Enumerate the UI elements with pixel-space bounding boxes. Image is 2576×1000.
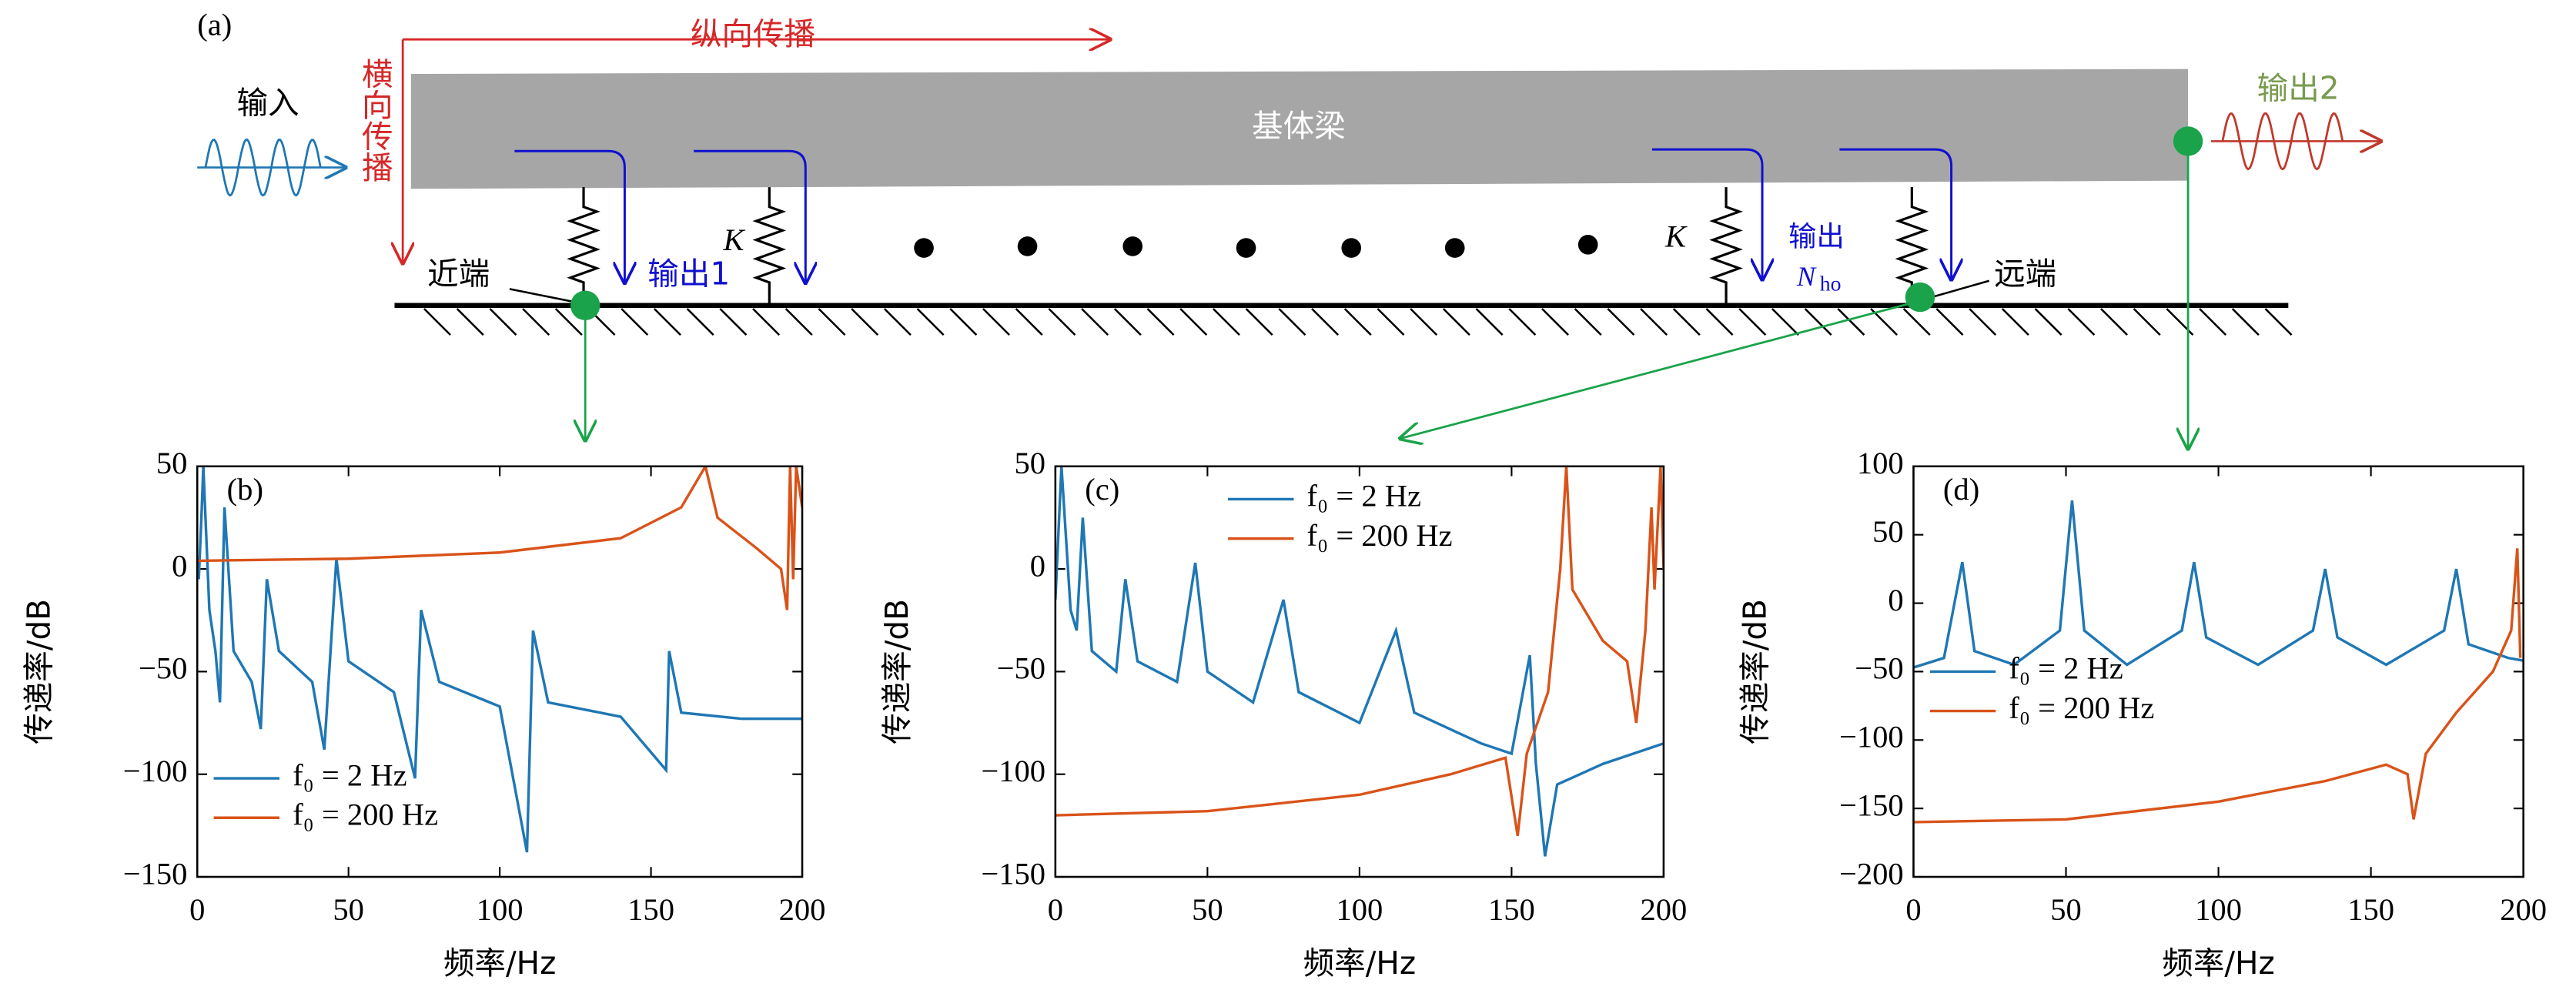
input-label: 输入 [236, 85, 299, 122]
x-tick-label: 200 [779, 892, 826, 927]
y-tick-label: 50 [1872, 514, 1904, 549]
y-tick-label: −100 [981, 754, 1045, 788]
output1-label: 输出1 [647, 255, 730, 292]
x-tick-label: 100 [1336, 892, 1383, 927]
data-line [197, 466, 803, 853]
x-axis-label: 频率/Hz [443, 945, 557, 982]
x-tick-label: 50 [1192, 892, 1223, 927]
y-tick-label: −50 [1855, 651, 1903, 686]
legend-label: f₀ = 2 Hz [1307, 479, 1422, 513]
y-tick-label: −150 [123, 856, 188, 891]
y-axis-label: 传递率/dB [1737, 599, 1774, 744]
output2-label: 输出2 [2257, 69, 2340, 106]
output-wave [2221, 112, 2344, 171]
chart: −150 −100 −50 0 50 0 50 100 150 200 (c) 频率/Hz 传递率/dB… [878, 446, 1687, 982]
chart: −200 −150 −100 −50 0 50 100 0 50 100 150 200 (d) 频率/H… [1737, 446, 2547, 982]
x-tick-label: 200 [2500, 892, 2547, 927]
probe-arrows [585, 151, 2188, 448]
stiffness-label: K [1664, 219, 1688, 254]
x-tick-label: 0 [1048, 892, 1063, 927]
data-line [197, 466, 803, 610]
leader [509, 288, 576, 303]
y-tick-label: 0 [1030, 548, 1045, 583]
panel-label: (d) [1943, 472, 1979, 507]
x-tick-label: 50 [2050, 892, 2082, 927]
data-line [1913, 500, 2524, 669]
chart: −150 −100 −50 0 50 0 50 100 150 200 (b) 频率/Hz 传递率/dB… [20, 446, 825, 982]
outputn-sub: ho [1820, 273, 1842, 296]
leader [1931, 279, 1990, 299]
transverse-label: 横向传播 [356, 58, 393, 182]
ground-hatch [423, 308, 2293, 336]
y-tick-label: 50 [156, 446, 188, 480]
x-tick-label: 150 [1488, 892, 1535, 927]
x-tick-label: 150 [627, 892, 674, 927]
y-tick-label: −50 [139, 651, 187, 686]
stiffness-label: K [723, 222, 746, 257]
far-end-label: 远端 [1994, 255, 2056, 292]
probes [570, 126, 2203, 320]
input-wave [204, 138, 322, 197]
panel-label: (c) [1085, 472, 1119, 507]
y-tick-label: 50 [1014, 446, 1045, 480]
x-tick-label: 50 [333, 892, 364, 927]
y-tick-label: 100 [1857, 446, 1904, 480]
legend-label: f₀ = 2 Hz [2009, 651, 2123, 686]
beam [410, 69, 2189, 189]
x-tick-label: 100 [477, 892, 524, 927]
y-axis-label: 传递率/dB [878, 599, 915, 744]
x-tick-label: 100 [2195, 892, 2242, 927]
legend-label: f₀ = 200 Hz [1307, 518, 1453, 553]
y-tick-label: −100 [123, 754, 188, 788]
longitudinal-label: 纵向传播 [691, 15, 815, 52]
y-tick-label: −150 [981, 856, 1045, 891]
panel-label: (a) [197, 8, 232, 42]
x-tick-label: 0 [1905, 892, 1921, 927]
diagram: (a) 纵向传播 横向传播 输入 基体梁 输出2 K K 输出1 输出 N ho… [197, 8, 2380, 449]
x-tick-label: 0 [189, 892, 205, 927]
springs [567, 187, 1929, 306]
y-tick-label: −100 [1839, 720, 1904, 754]
x-tick-label: 150 [2347, 892, 2394, 927]
x-axis-label: 频率/Hz [1303, 945, 1417, 982]
beam-label: 基体梁 [1252, 107, 1346, 144]
x-tick-label: 200 [1640, 892, 1687, 927]
plot-frame [1054, 465, 1665, 878]
dots [914, 235, 1598, 258]
data-line [1055, 466, 1664, 836]
output-arrows [514, 148, 1951, 283]
plot-frame [1912, 465, 2524, 878]
panel-label: (b) [227, 472, 263, 507]
plot-frame [196, 465, 804, 878]
legend-label: f₀ = 200 Hz [2009, 691, 2154, 725]
y-tick-label: −150 [1839, 788, 1904, 822]
outputn-symbol: N [1796, 261, 1817, 292]
x-axis-label: 频率/Hz [2162, 945, 2275, 982]
outputn-label: 输出 [1788, 219, 1845, 253]
near-end-label: 近端 [427, 255, 490, 292]
y-tick-label: 0 [172, 548, 187, 583]
legend-label: f₀ = 200 Hz [293, 798, 438, 832]
y-tick-label: −200 [1839, 856, 1904, 891]
data-line [1913, 548, 2522, 824]
data-line [1055, 466, 1664, 857]
y-tick-label: 0 [1888, 583, 1903, 617]
y-tick-label: −50 [997, 651, 1045, 686]
y-axis-label: 传递率/dB [20, 599, 57, 744]
legend-label: f₀ = 2 Hz [293, 758, 407, 792]
